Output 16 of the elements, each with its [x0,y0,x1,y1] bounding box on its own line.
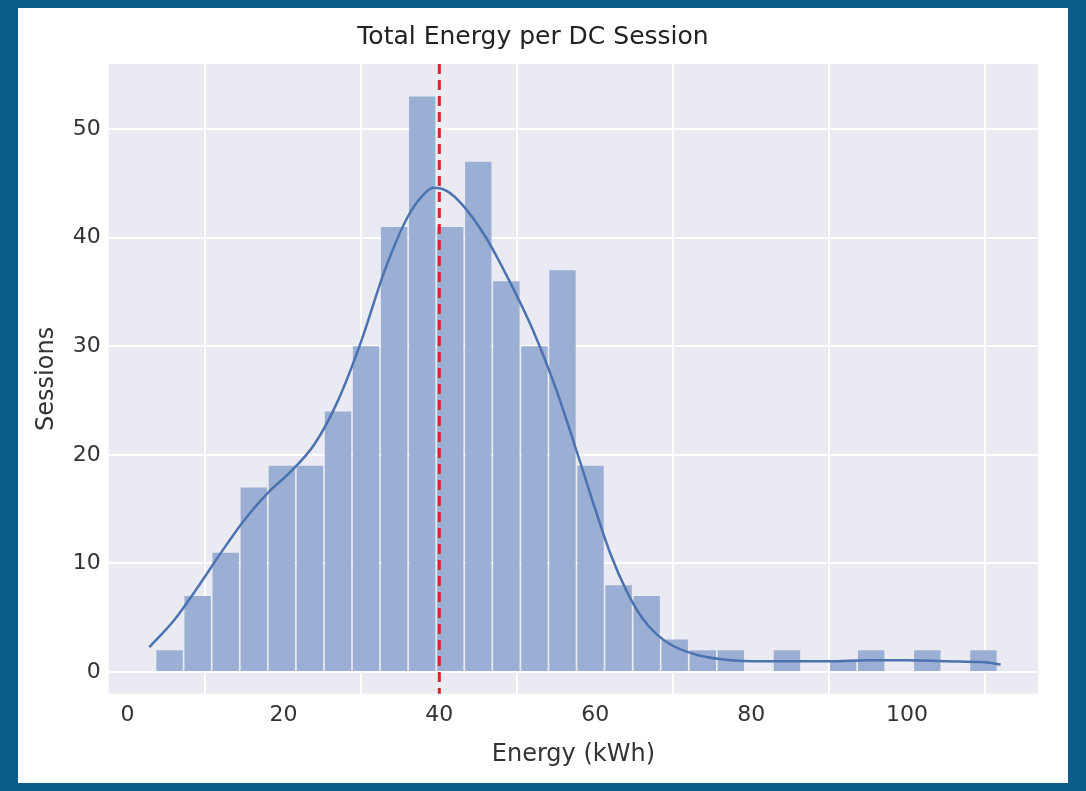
line-series [148,186,1002,666]
x-axis-title: Energy (kWh) [491,738,656,767]
x-tick-label: 60 [581,700,610,726]
x-tick-label: 20 [269,700,298,726]
x-tick-label: 40 [425,700,454,726]
y-tick-label: 10 [72,549,101,575]
x-tick-label: 100 [886,700,929,726]
y-tick-label: 20 [72,440,101,466]
y-tick-label: 30 [72,332,101,358]
y-axis-title: Sessions [30,326,59,431]
x-tick-label: 80 [737,700,766,726]
x-tick-label: 0 [120,700,135,726]
y-tick-label: 40 [72,223,101,249]
y-tick-label: 0 [86,657,101,683]
y-tick-label: 50 [72,114,101,140]
chart-title: Total Energy per DC Session [356,20,709,50]
